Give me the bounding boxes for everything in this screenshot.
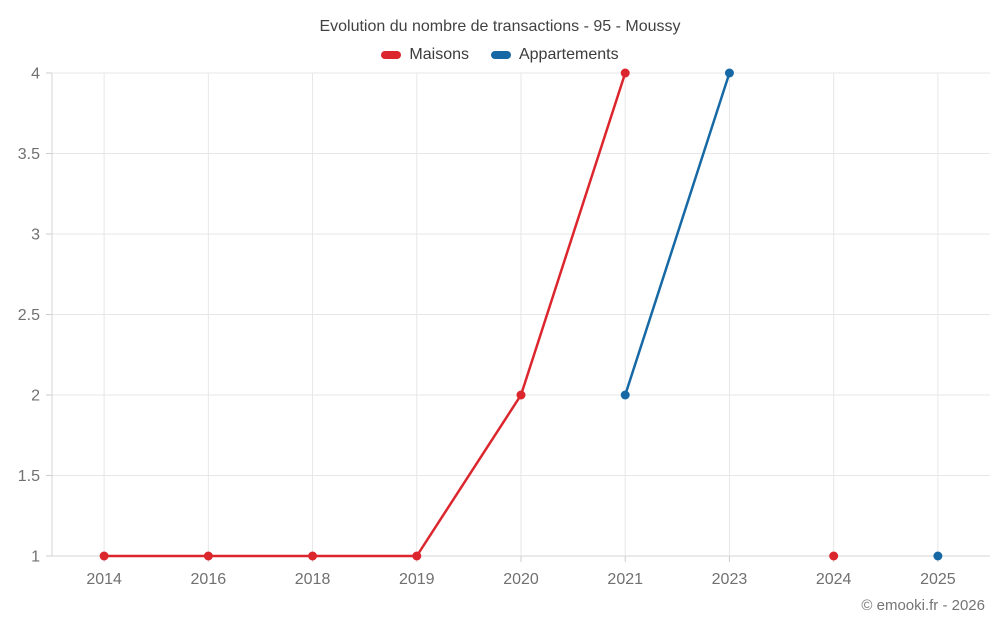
data-point-appartements-2021[interactable]: [620, 390, 630, 400]
chart-title: Evolution du nombre de transactions - 95…: [319, 18, 681, 35]
y-tick-label: 4: [31, 66, 40, 83]
y-tick-label: 1: [31, 549, 40, 566]
x-tick-label: 2021: [607, 571, 643, 588]
x-tick-label: 2019: [399, 571, 435, 588]
legend-swatch-maisons-icon: [381, 51, 402, 59]
legend-item-appartements[interactable]: Appartements: [490, 45, 619, 65]
data-point-maisons-2019[interactable]: [412, 551, 422, 561]
x-tick-label: 2014: [86, 571, 122, 588]
x-tick-label: 2016: [191, 571, 227, 588]
data-point-maisons-2014[interactable]: [99, 551, 109, 561]
data-point-maisons-2021[interactable]: [620, 68, 630, 78]
x-tick-label: 2025: [920, 571, 956, 588]
x-tick-label: 2024: [816, 571, 852, 588]
data-point-appartements-2025[interactable]: [933, 551, 943, 561]
y-tick-label: 2: [31, 388, 40, 405]
footer-credit: © emooki.fr - 2026: [861, 597, 985, 614]
data-point-appartements-2023[interactable]: [724, 68, 734, 78]
chart-legend: Maisons Appartements: [0, 45, 1000, 65]
data-point-maisons-2020[interactable]: [516, 390, 526, 400]
legend-label-appartements: Appartements: [518, 46, 619, 63]
y-tick-label: 1.5: [18, 468, 40, 485]
legend-label-maisons: Maisons: [409, 46, 469, 63]
x-tick-label: 2023: [712, 571, 748, 588]
legend-swatch-appartements-icon: [490, 51, 511, 59]
series-line-maisons: [102, 71, 627, 558]
data-point-maisons-2016[interactable]: [203, 551, 213, 561]
x-tick-label: 2020: [503, 571, 539, 588]
x-tick-label: 2018: [295, 571, 331, 588]
data-point-maisons-2024[interactable]: [829, 551, 839, 561]
y-tick-label: 2.5: [18, 307, 40, 324]
series-line-appartements: [623, 71, 731, 397]
y-tick-label: 3.5: [18, 146, 40, 163]
data-point-maisons-2018[interactable]: [308, 551, 318, 561]
y-tick-label: 3: [31, 227, 40, 244]
legend-item-maisons[interactable]: Maisons: [381, 45, 469, 65]
